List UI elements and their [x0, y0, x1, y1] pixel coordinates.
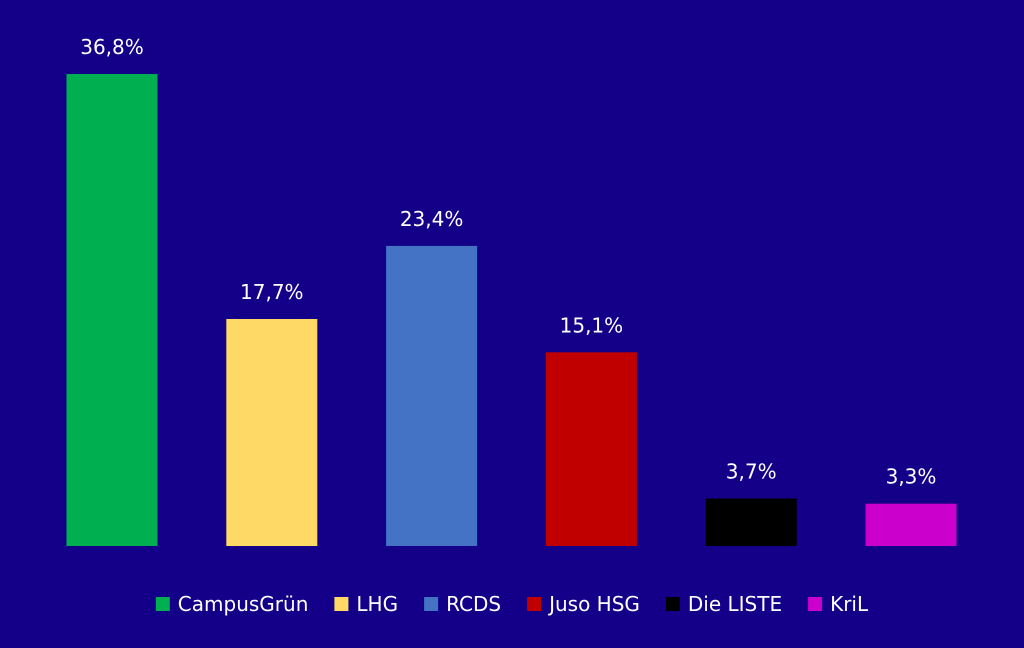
- legend-swatch-die-liste: [665, 597, 680, 611]
- legend-item-kril: KriL: [808, 592, 869, 616]
- data-label-die-liste: 3,7%: [726, 460, 777, 484]
- legend: CampusGrün LHG RCDS Juso HSG Die LISTE KriL: [155, 592, 869, 616]
- legend-swatch-lhg: [334, 597, 349, 611]
- legend-label-lhg: LHG: [356, 592, 398, 616]
- legend-swatch-juso-hsg: [527, 597, 542, 611]
- legend-swatch-rcds: [424, 597, 439, 611]
- legend-label-juso-hsg: Juso HSG: [547, 592, 640, 616]
- legend-label-campusgrun: CampusGrün: [178, 592, 309, 616]
- legend-item-rcds: RCDS: [424, 592, 501, 616]
- data-label-rcds: 23,4%: [400, 207, 464, 231]
- bar-die-liste: [705, 498, 797, 546]
- legend-label-kril: KriL: [830, 592, 869, 616]
- legend-item-campusgrun: CampusGrün: [155, 592, 309, 616]
- legend-item-die-liste: Die LISTE: [665, 592, 782, 616]
- bar-rcds: [386, 245, 478, 546]
- legend-item-juso-hsg: Juso HSG: [527, 592, 640, 616]
- data-label-juso-hsg: 15,1%: [560, 313, 624, 337]
- legend-label-rcds: RCDS: [446, 592, 501, 616]
- bar-lhg: [226, 319, 318, 546]
- bars-layer: [66, 74, 957, 546]
- data-label-campusgrun: 36,8%: [80, 35, 144, 59]
- legend-swatch-kril: [808, 597, 823, 611]
- data-labels-layer: 36,8% 17,7% 23,4% 15,1% 3,7% 3,3%: [80, 35, 936, 489]
- legend-item-lhg: LHG: [334, 592, 398, 616]
- data-label-kril: 3,3%: [886, 465, 937, 489]
- bar-juso-hsg: [545, 352, 637, 546]
- bar-kril: [865, 503, 957, 546]
- legend-swatch-campusgrun: [155, 597, 170, 611]
- legend-label-die-liste: Die LISTE: [688, 592, 782, 616]
- bar-campusgrun: [66, 74, 158, 546]
- data-label-lhg: 17,7%: [240, 280, 304, 304]
